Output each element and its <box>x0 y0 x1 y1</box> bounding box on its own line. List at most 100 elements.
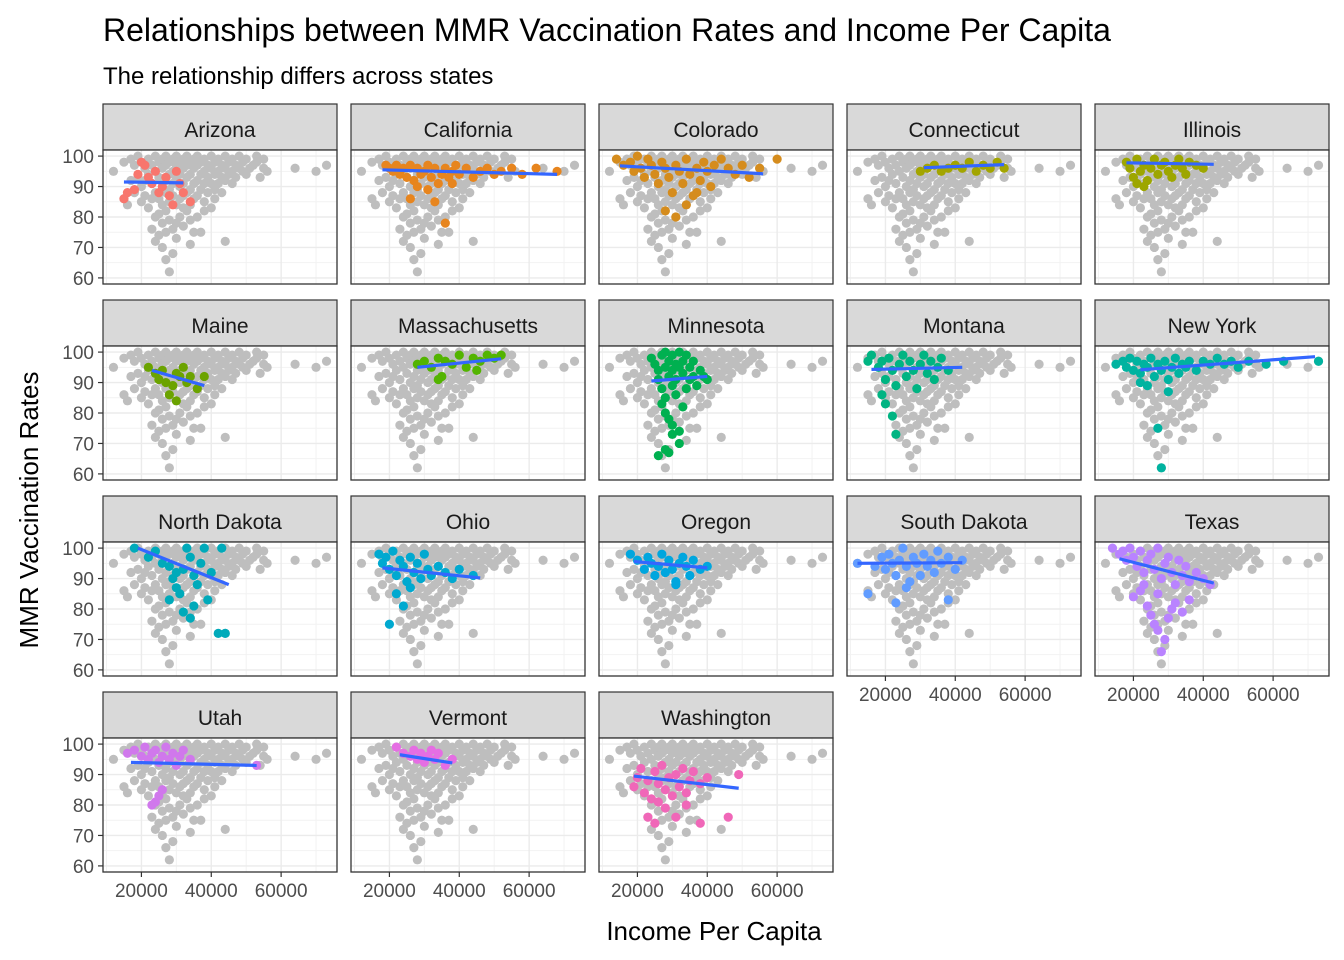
background-point <box>259 154 269 164</box>
background-point <box>748 353 758 363</box>
background-point <box>178 417 188 427</box>
background-point <box>178 399 188 409</box>
panel-border-texas <box>1094 541 1330 677</box>
point-arizona <box>171 166 181 176</box>
point-california <box>426 172 436 183</box>
background-point <box>1184 408 1194 418</box>
point-colorado <box>629 166 639 176</box>
background-point <box>433 607 443 617</box>
background-point <box>650 209 660 219</box>
point-ohio <box>374 549 384 559</box>
point-montana <box>901 371 911 382</box>
background-point <box>311 362 321 372</box>
x-tick-label: 20000 <box>115 881 168 902</box>
background-point <box>1100 166 1111 176</box>
background-point <box>632 197 643 207</box>
background-point <box>129 384 140 394</box>
background-point <box>129 776 140 786</box>
background-point <box>454 595 464 605</box>
background-point <box>143 595 154 605</box>
point-new-york <box>1146 353 1156 363</box>
background-point <box>290 359 300 369</box>
background-point <box>157 634 167 645</box>
point-illinois <box>1139 181 1149 192</box>
background-point <box>122 788 133 798</box>
background-point <box>695 794 705 804</box>
panel-border-vermont <box>350 737 586 873</box>
background-point <box>1191 393 1201 403</box>
background-point <box>1100 558 1111 568</box>
point-minnesota <box>692 380 702 391</box>
background-point <box>437 227 447 237</box>
point-montana <box>894 359 904 369</box>
point-south-dakota <box>884 549 894 559</box>
background-point <box>126 763 136 774</box>
background-point <box>1121 384 1132 394</box>
background-point <box>734 754 744 764</box>
background-point <box>741 359 751 369</box>
background-point <box>1170 399 1180 409</box>
background-point <box>217 776 227 786</box>
point-texas <box>1128 552 1139 562</box>
background-point <box>660 659 670 669</box>
background-point <box>370 200 381 210</box>
background-point <box>755 546 765 556</box>
background-point <box>122 396 133 406</box>
background-point <box>185 411 195 421</box>
point-south-dakota <box>877 552 887 562</box>
y-tick-label: 70 <box>73 434 94 455</box>
background-point <box>255 564 265 575</box>
background-point <box>416 779 426 789</box>
background-point <box>405 806 415 816</box>
background-point <box>538 359 548 369</box>
background-point <box>681 411 691 421</box>
point-texas <box>1191 567 1201 578</box>
background-point <box>157 610 167 620</box>
background-point <box>954 194 964 204</box>
strip-label-utah: Utah <box>198 707 242 730</box>
background-point <box>943 197 953 207</box>
background-point <box>311 166 321 176</box>
background-point <box>321 356 332 366</box>
background-point <box>465 384 475 394</box>
point-north-dakota <box>129 543 140 553</box>
background-point <box>975 368 985 379</box>
background-point <box>688 800 698 810</box>
background-point <box>898 426 908 436</box>
background-point <box>1034 163 1044 173</box>
point-north-dakota <box>164 595 174 605</box>
background-point <box>185 239 195 250</box>
background-point <box>713 580 723 590</box>
background-point <box>905 451 915 461</box>
background-point <box>650 230 660 240</box>
background-point <box>950 203 960 213</box>
background-point <box>667 821 677 831</box>
background-point <box>140 763 150 774</box>
background-point <box>412 659 422 669</box>
background-point <box>129 356 140 366</box>
background-point <box>395 194 405 204</box>
background-point <box>157 242 167 253</box>
background-point <box>1303 362 1313 372</box>
point-illinois <box>1125 163 1135 173</box>
background-point <box>1146 209 1156 219</box>
background-point <box>629 368 639 379</box>
y-tick-label: 60 <box>73 857 94 878</box>
background-point <box>699 384 709 394</box>
x-tick-label: 20000 <box>859 685 912 706</box>
background-point <box>901 610 911 620</box>
background-point <box>199 206 209 216</box>
background-point <box>901 414 911 424</box>
point-new-york <box>1135 377 1146 388</box>
background-point <box>618 788 629 798</box>
background-point <box>454 791 464 801</box>
background-point <box>409 423 419 433</box>
background-point <box>388 763 398 774</box>
background-point <box>454 399 464 409</box>
background-point <box>143 791 154 801</box>
background-point <box>157 218 167 228</box>
background-point <box>870 371 880 382</box>
background-point <box>161 451 171 461</box>
background-point <box>1135 203 1146 213</box>
background-point <box>164 855 174 865</box>
